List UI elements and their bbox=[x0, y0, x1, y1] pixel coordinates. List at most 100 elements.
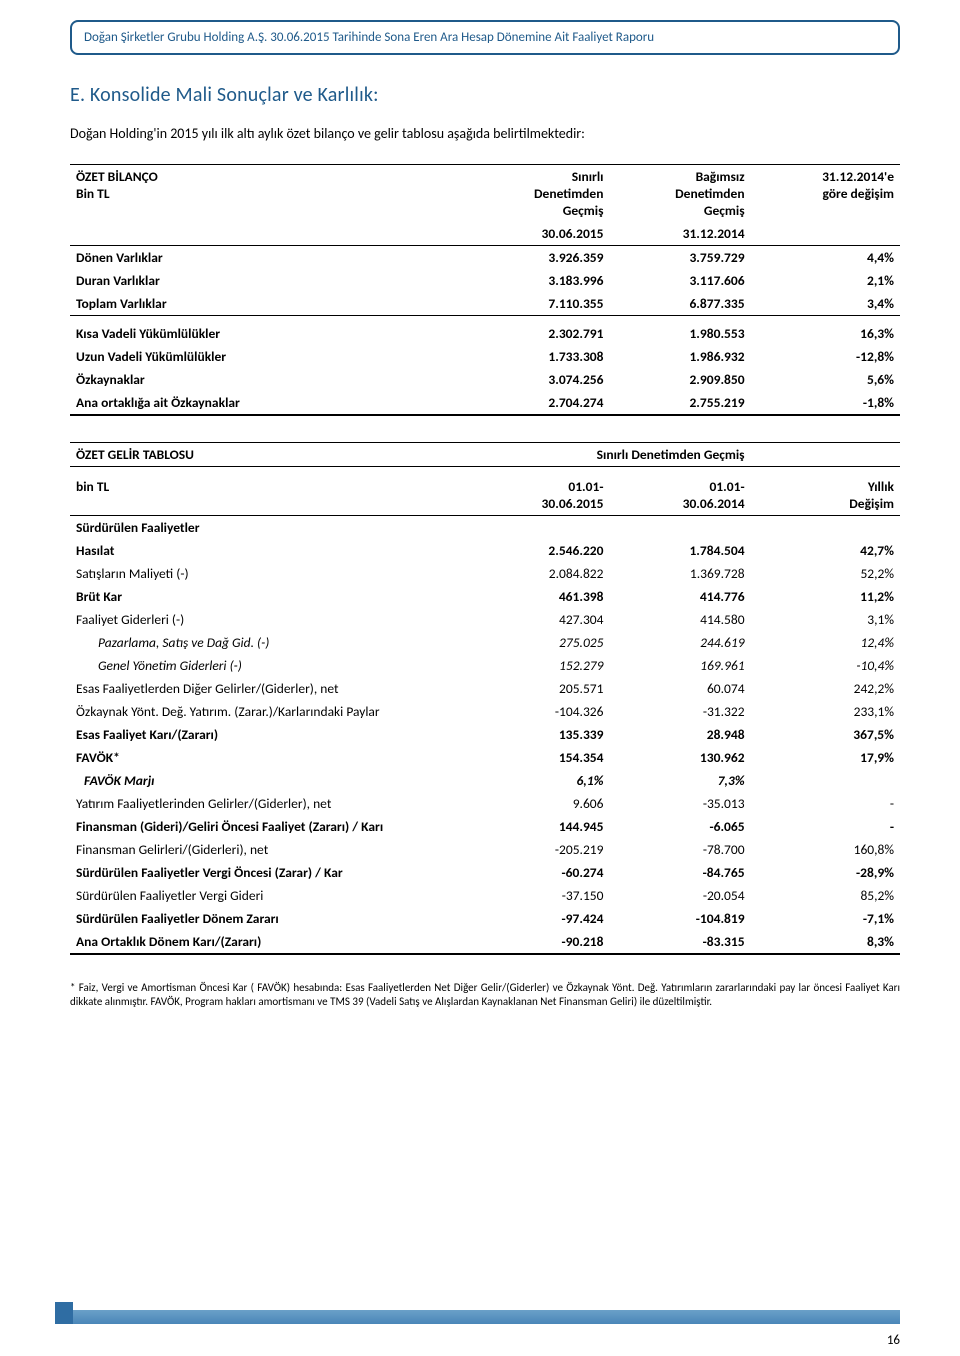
row-v2: 1.784.504 bbox=[609, 539, 750, 562]
balance-header-sublabel: Bin TL bbox=[76, 185, 110, 202]
table-row: FAVÖK*154.354130.96217,9% bbox=[70, 746, 900, 769]
row-v2 bbox=[609, 515, 750, 539]
row-chg: -28,9% bbox=[751, 861, 900, 884]
row-v2: -78.700 bbox=[609, 838, 750, 861]
row-v1: 152.279 bbox=[468, 654, 609, 677]
table-row: Esas Faaliyet Karı/(Zararı)135.33928.948… bbox=[70, 723, 900, 746]
row-chg: 12,4% bbox=[751, 631, 900, 654]
row-v1: 2.704.274 bbox=[468, 391, 609, 415]
row-label: Finansman Gelirleri/(Giderleri), net bbox=[70, 838, 468, 861]
balance-header-label: ÖZET BİLANÇO bbox=[76, 168, 158, 185]
row-label: Yatırım Faaliyetlerinden Gelirler/(Gider… bbox=[70, 792, 468, 815]
table-row: Finansman (Gideri)/Geliri Öncesi Faaliye… bbox=[70, 815, 900, 838]
row-v1 bbox=[468, 515, 609, 539]
table-row: Sürdürülen Faaliyetler Vergi Öncesi (Zar… bbox=[70, 861, 900, 884]
row-label: Sürdürülen Faaliyetler Vergi Gideri bbox=[70, 884, 468, 907]
table-row: Faaliyet Giderleri (-)427.304414.5803,1% bbox=[70, 608, 900, 631]
row-label: Sürdürülen Faaliyetler Vergi Öncesi (Zar… bbox=[70, 861, 468, 884]
row-chg: -10,4% bbox=[751, 654, 900, 677]
row-label: Genel Yönetim Giderleri (-) bbox=[70, 654, 468, 677]
income-col2-l1: 01.01- bbox=[568, 478, 603, 495]
row-chg: 16,3% bbox=[751, 322, 900, 345]
table-row: Toplam Varlıklar7.110.3556.877.3353,4% bbox=[70, 292, 900, 316]
row-label: Pazarlama, Satış ve Dağ Gid. (-) bbox=[70, 631, 468, 654]
table-row: Pazarlama, Satış ve Dağ Gid. (-)275.0252… bbox=[70, 631, 900, 654]
income-header-right: Sınırlı Denetimden Geçmiş bbox=[597, 446, 745, 463]
row-chg: - bbox=[751, 792, 900, 815]
row-label: Duran Varlıklar bbox=[70, 269, 468, 292]
balance-col2-l2: Denetimden bbox=[534, 185, 603, 202]
row-v1: 3.183.996 bbox=[468, 269, 609, 292]
table-row: Özkaynaklar3.074.2562.909.8505,6% bbox=[70, 368, 900, 391]
row-v1: -97.424 bbox=[468, 907, 609, 930]
table-row: FAVÖK Marjı6,1%7,3% bbox=[70, 769, 900, 792]
row-v2: 244.619 bbox=[609, 631, 750, 654]
row-v1: 7.110.355 bbox=[468, 292, 609, 316]
row-v2: -84.765 bbox=[609, 861, 750, 884]
row-v1: -205.219 bbox=[468, 838, 609, 861]
income-sub-label: bin TL bbox=[76, 478, 109, 495]
table-row: Sürdürülen Faaliyetler bbox=[70, 515, 900, 539]
table-row: Yatırım Faaliyetlerinden Gelirler/(Gider… bbox=[70, 792, 900, 815]
income-col3-l2: 30.06.2014 bbox=[683, 495, 745, 512]
row-label: Sürdürülen Faaliyetler Dönem Zararı bbox=[70, 907, 468, 930]
row-v1: -90.218 bbox=[468, 930, 609, 954]
row-label: Faaliyet Giderleri (-) bbox=[70, 608, 468, 631]
row-chg: 5,6% bbox=[751, 368, 900, 391]
row-v2: 2.909.850 bbox=[609, 368, 750, 391]
row-label: Toplam Varlıklar bbox=[70, 292, 468, 316]
table-row: Satışların Maliyeti (-)2.084.8221.369.72… bbox=[70, 562, 900, 585]
row-v2: -35.013 bbox=[609, 792, 750, 815]
row-v2: -104.819 bbox=[609, 907, 750, 930]
income-col4-l1: Yıllık bbox=[868, 478, 894, 495]
row-label: Esas Faaliyetlerden Diğer Gelirler/(Gide… bbox=[70, 677, 468, 700]
row-chg: 2,1% bbox=[751, 269, 900, 292]
row-v1: -104.326 bbox=[468, 700, 609, 723]
row-v1: 9.606 bbox=[468, 792, 609, 815]
row-v1: 205.571 bbox=[468, 677, 609, 700]
table-row: Esas Faaliyetlerden Diğer Gelirler/(Gide… bbox=[70, 677, 900, 700]
row-label: Esas Faaliyet Karı/(Zararı) bbox=[70, 723, 468, 746]
row-label: Uzun Vadeli Yükümlülükler bbox=[70, 345, 468, 368]
balance-col3-l2: Denetimden bbox=[675, 185, 744, 202]
footnote-text: * Faiz, Vergi ve Amortisman Öncesi Kar (… bbox=[70, 981, 900, 1011]
row-label: Ana ortaklığa ait Özkaynaklar bbox=[70, 391, 468, 415]
row-v1: 2.546.220 bbox=[468, 539, 609, 562]
row-v2: -6.065 bbox=[609, 815, 750, 838]
table-row: Brüt Kar461.398414.77611,2% bbox=[70, 585, 900, 608]
row-chg: 160,8% bbox=[751, 838, 900, 861]
row-v2: 3.117.606 bbox=[609, 269, 750, 292]
row-v2: 60.074 bbox=[609, 677, 750, 700]
row-label: FAVÖK* bbox=[70, 746, 468, 769]
row-chg bbox=[751, 515, 900, 539]
footer-stripe bbox=[55, 1310, 900, 1330]
row-v2: 6.877.335 bbox=[609, 292, 750, 316]
income-statement-table: ÖZET GELİR TABLOSU Sınırlı Denetimden Ge… bbox=[70, 442, 900, 955]
row-v2: 169.961 bbox=[609, 654, 750, 677]
balance-date-col3: 31.12.2014 bbox=[683, 225, 745, 242]
table-row: Sürdürülen Faaliyetler Dönem Zararı-97.4… bbox=[70, 907, 900, 930]
row-chg bbox=[751, 769, 900, 792]
income-col4-l2: Değişim bbox=[849, 495, 894, 512]
table-row: Uzun Vadeli Yükümlülükler1.733.3081.986.… bbox=[70, 345, 900, 368]
row-label: Özkaynaklar bbox=[70, 368, 468, 391]
table-row: Duran Varlıklar3.183.9963.117.6062,1% bbox=[70, 269, 900, 292]
row-v2: 414.776 bbox=[609, 585, 750, 608]
row-label: Satışların Maliyeti (-) bbox=[70, 562, 468, 585]
row-v2: 1.986.932 bbox=[609, 345, 750, 368]
row-v1: 135.339 bbox=[468, 723, 609, 746]
report-header: Doğan Şirketler Grubu Holding A.Ş. 30.06… bbox=[70, 20, 900, 55]
row-v1: -37.150 bbox=[468, 884, 609, 907]
balance-col4-l1: 31.12.2014'e bbox=[822, 168, 894, 185]
row-v1: 3.074.256 bbox=[468, 368, 609, 391]
row-v2: -20.054 bbox=[609, 884, 750, 907]
report-header-text: Doğan Şirketler Grubu Holding A.Ş. 30.06… bbox=[84, 30, 654, 45]
row-v1: 3.926.359 bbox=[468, 246, 609, 270]
row-chg: - bbox=[751, 815, 900, 838]
row-label: Hasılat bbox=[70, 539, 468, 562]
table-row: Hasılat2.546.2201.784.50442,7% bbox=[70, 539, 900, 562]
row-v1: 2.084.822 bbox=[468, 562, 609, 585]
row-label: Dönen Varlıklar bbox=[70, 246, 468, 270]
row-v1: 1.733.308 bbox=[468, 345, 609, 368]
row-chg: 3,1% bbox=[751, 608, 900, 631]
